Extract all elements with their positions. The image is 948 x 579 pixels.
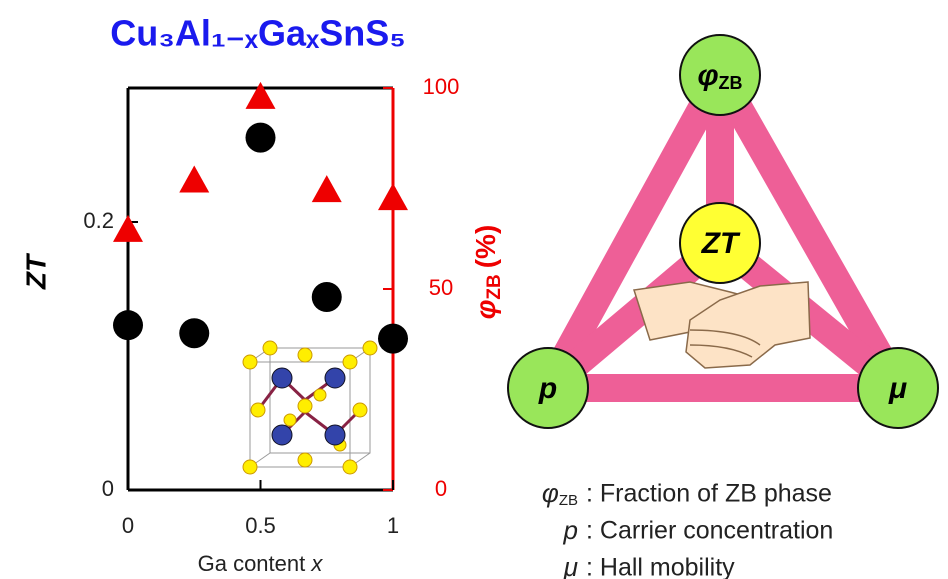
node-symbol: ZT (701, 227, 741, 260)
legend-text: : Carrier concentration (586, 517, 833, 545)
triangle-point (311, 175, 342, 203)
triangle-point (378, 183, 408, 211)
node: φZB (679, 34, 761, 116)
node-circle (679, 34, 761, 116)
y2-tick-label: 0 (435, 476, 447, 501)
node-circle (679, 202, 761, 284)
legend-symbol-main: φ (542, 478, 559, 508)
legend-symbol-sub: ZB (559, 492, 578, 509)
node: p (507, 347, 589, 429)
node: ZT (679, 202, 761, 284)
handshake (633, 281, 811, 369)
y2-axis-label: φZB (%) (470, 225, 505, 320)
y-tick-label: 0.2 (83, 208, 114, 233)
outer-triangle (534, 61, 912, 402)
x-tick-label: 0 (122, 513, 134, 538)
y2-label-unit: (%) (470, 225, 501, 269)
circle-point (378, 323, 408, 354)
node-symbol: μ (888, 372, 907, 405)
node-label: μ (888, 372, 907, 405)
legend-symbol-main: μ (563, 552, 578, 579)
x-tick-label: 1 (387, 513, 399, 538)
legend-text: : Hall mobility (586, 554, 735, 579)
crystal-inset (242, 340, 378, 475)
y2-tick-label: 50 (429, 275, 453, 300)
circle-point (311, 282, 342, 313)
triangle-point (179, 165, 210, 193)
circle-point (113, 310, 143, 341)
triangle-point (113, 214, 143, 242)
legend-symbol: p (563, 515, 578, 545)
node-circle (857, 347, 939, 429)
circle-point (245, 122, 276, 153)
node-label: p (538, 372, 557, 405)
y-axis-label: ZT (20, 252, 51, 290)
x-tick-label: 0.5 (245, 513, 276, 538)
y2-label-sub: ZB (484, 274, 505, 299)
triangle-point (245, 81, 276, 109)
legend-symbol: μ (563, 552, 578, 579)
y2-label-symbol: φ (470, 300, 501, 320)
legend-symbol-main: p (563, 515, 578, 545)
x-label-text: Ga content (198, 551, 306, 576)
node-label: ZT (701, 227, 741, 260)
y2-tick-label: 100 (423, 74, 460, 99)
node-symbol: φ (697, 59, 718, 92)
chart-title: Cu₃Al₁₋ₓGaₓSnS₅ (110, 13, 405, 54)
node-sub: ZB (719, 73, 743, 93)
legend-symbol: φZB (542, 478, 578, 509)
node: μ (857, 347, 939, 429)
legend-text: : Fraction of ZB phase (586, 480, 832, 508)
node-circle (507, 347, 589, 429)
x-label-var: x (310, 551, 323, 576)
node-label: φZB (697, 59, 742, 93)
circle-point (179, 318, 210, 349)
node-symbol: p (538, 372, 557, 405)
x-axis-label: Ga content x (198, 551, 324, 576)
y-tick-label: 0 (102, 476, 114, 501)
